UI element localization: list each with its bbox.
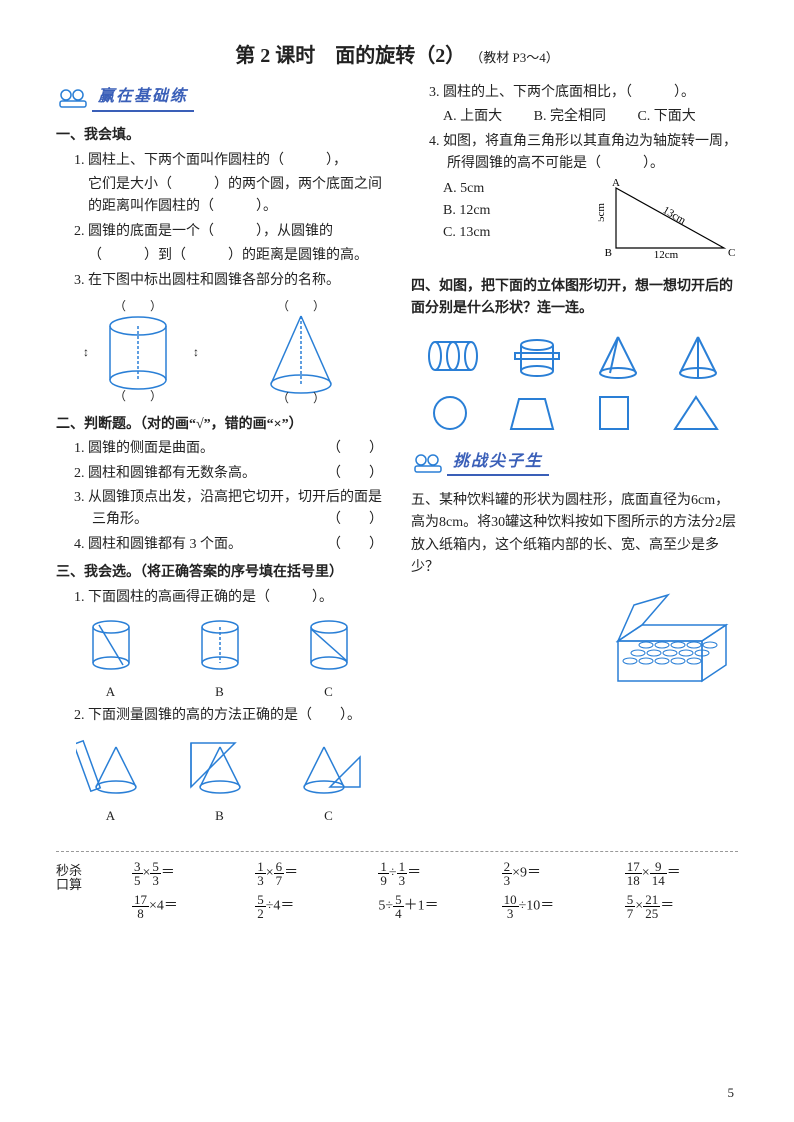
lbl-1: 秒 xyxy=(56,863,69,878)
cylinder-label-diagram: （ ） ↕ ↕ （ ） xyxy=(73,298,203,408)
trapezoid-icon xyxy=(507,391,557,435)
calc-item: 23×9＝ xyxy=(502,860,615,887)
label-a: A xyxy=(76,806,146,827)
calc-grid: 35×53＝ 13×67＝ 19÷13＝ 23×9＝ 1718×914＝ 178… xyxy=(132,860,738,920)
q2-4: 4. 圆柱和圆锥都有 3 个面。 （ ） xyxy=(74,534,383,556)
section-2-heading: 二、判断题。（对的画“√”，错的画“×”） xyxy=(56,414,383,436)
lbl-2: 口 xyxy=(56,877,69,892)
cone-measure-a-icon xyxy=(76,733,146,799)
cone-measure-b-icon xyxy=(185,733,255,799)
calc-item: 178×4＝ xyxy=(132,893,245,920)
rectangle-icon xyxy=(592,391,636,435)
page-number: 5 xyxy=(728,1083,735,1104)
cone-measure-c-icon xyxy=(294,733,364,799)
lbl-3: 杀 xyxy=(69,863,82,878)
cyl-b-icon xyxy=(190,615,250,675)
q2-1-text: 1. 圆锥的侧面是曲面。 xyxy=(74,441,214,456)
quick-calc-section: 秒杀 口算 35×53＝ 13×67＝ 19÷13＝ 23×9＝ 1718×91… xyxy=(56,851,738,920)
svg-text:↕: ↕ xyxy=(83,345,89,359)
q3-3: 3. 圆柱的上、下两个底面相比，（ ）。 xyxy=(429,82,738,104)
section-4-heading: 四、如图，把下面的立体图形切开，想一想切开后的面分别是什么形状？连一连。 xyxy=(411,276,738,321)
svg-text:↕: ↕ xyxy=(193,345,199,359)
solid-cone-cut-icon xyxy=(590,331,646,381)
section-5-heading: 五、某种饮料罐的形状为圆柱形，底面直径为6cm，高为8cm。将30罐这种饮料按如… xyxy=(411,490,738,580)
q3-4: 4. 如图，将直角三角形以其直角边为轴旋转一周，所得圆锥的高不可能是（ ）。 xyxy=(429,131,738,176)
opt-c: C. 下面大 xyxy=(637,109,695,124)
tf-blank: （ ） xyxy=(345,509,383,531)
calc-item: 52÷4＝ xyxy=(255,893,368,920)
section-1-heading: 一、我会填。 xyxy=(56,125,383,147)
q1-2b: （ ）到（ ）的距离是圆锥的高。 xyxy=(88,245,383,267)
tri-A: A xyxy=(612,178,620,189)
svg-text:（ ）: （ ） xyxy=(114,389,162,403)
label-c: C xyxy=(294,806,364,827)
page-title: 第 2 课时 面的旋转（2） （教材 P3～4） xyxy=(56,40,738,72)
calc-item: 103÷10＝ xyxy=(502,893,615,920)
tf-blank: （ ） xyxy=(345,534,383,556)
cone-label-diagram: （ ） （ ） xyxy=(236,298,366,408)
title-ref: （教材 P3～4） xyxy=(470,50,558,65)
tri-C: C xyxy=(728,247,735,258)
star-icon xyxy=(411,450,447,476)
tri-bc: 12cm xyxy=(654,249,679,258)
q1-3-figures: （ ） ↕ ↕ （ ） （ ） （ ） xyxy=(56,298,383,408)
q1-1b: 它们是大小（ ）的两个圆，两个底面之间的距离叫作圆柱的（ ）。 xyxy=(88,174,383,219)
triangle-icon xyxy=(671,391,721,435)
tri-ab: 5cm xyxy=(598,202,607,221)
box-figure xyxy=(411,585,738,703)
label-b: B xyxy=(190,682,250,703)
svg-text:（ ）: （ ） xyxy=(277,299,325,313)
label-c: C xyxy=(299,682,359,703)
cyl-a-icon xyxy=(81,615,141,675)
calc-item: 57×2125＝ xyxy=(625,893,738,920)
q1-1a: 1. 圆柱上、下两个面叫作圆柱的（ ）， xyxy=(74,150,383,172)
calc-item: 5÷54＋1＝ xyxy=(378,893,491,920)
q1-2a: 2. 圆锥的底面是一个（ ），从圆锥的 xyxy=(74,221,383,243)
section-3-heading: 三、我会选。（将正确答案的序号填在括号里） xyxy=(56,562,383,584)
solids-row xyxy=(411,331,738,381)
kids-icon xyxy=(56,85,92,111)
q3-1: 1. 下面圆柱的高画得正确的是（ ）。 xyxy=(74,587,383,609)
label-a: A xyxy=(81,682,141,703)
calc-item: 1718×914＝ xyxy=(625,860,738,887)
quick-calc-label: 秒杀 口算 xyxy=(56,864,82,893)
calc-item: 13×67＝ xyxy=(255,860,368,887)
circle-icon xyxy=(428,391,472,435)
solid-cone-side-icon xyxy=(670,331,726,381)
tf-blank: （ ） xyxy=(345,438,383,460)
q3-2-figs: A B C xyxy=(56,733,383,827)
lbl-4: 算 xyxy=(69,877,82,892)
svg-text:（ ）: （ ） xyxy=(114,299,162,313)
calc-item: 35×53＝ xyxy=(132,860,245,887)
q2-4-text: 4. 圆柱和圆锥都有 3 个面。 xyxy=(74,537,242,552)
right-column: 3. 圆柱的上、下两个底面相比，（ ）。 A. 上面大 B. 完全相同 C. 下… xyxy=(411,80,738,829)
triangle-figure: A B C 5cm 13cm 12cm xyxy=(598,178,738,266)
banner-basic: 赢在基础练 xyxy=(56,84,194,112)
opt-b: B. 完全相同 xyxy=(534,109,606,124)
q2-3: 3. 从圆锥顶点出发，沿高把它切开，切开后的面是三角形。（ ） xyxy=(74,487,383,532)
q2-2: 2. 圆柱和圆锥都有无数条高。 （ ） xyxy=(74,463,383,485)
q3-1-figs: A B C xyxy=(56,615,383,703)
svg-text:（ ）: （ ） xyxy=(277,391,325,405)
banner-challenge-text: 挑战尖子生 xyxy=(447,449,549,477)
q3-2: 2. 下面测量圆锥的高的方法正确的是（ ）。 xyxy=(74,705,383,727)
q2-2-text: 2. 圆柱和圆锥都有无数条高。 xyxy=(74,466,256,481)
title-main: 第 2 课时 面的旋转（2） xyxy=(235,45,465,67)
tf-blank: （ ） xyxy=(345,463,383,485)
q1-3: 3. 在下图中标出圆柱和圆锥各部分的名称。 xyxy=(74,270,383,292)
q3-3-opts: A. 上面大 B. 完全相同 C. 下面大 xyxy=(443,106,738,128)
banner-challenge: 挑战尖子生 xyxy=(411,449,549,477)
flat-shapes-row xyxy=(411,391,738,435)
tri-B: B xyxy=(605,247,612,258)
calc-item: 19÷13＝ xyxy=(378,860,491,887)
solid-cylinder-top-icon xyxy=(507,331,567,381)
banner-basic-text: 赢在基础练 xyxy=(92,84,194,112)
opt-a: A. 上面大 xyxy=(443,109,502,124)
cyl-c-icon xyxy=(299,615,359,675)
label-b: B xyxy=(185,806,255,827)
left-column: 赢在基础练 一、我会填。 1. 圆柱上、下两个面叫作圆柱的（ ）， 它们是大小（… xyxy=(56,80,383,829)
tri-ac: 13cm xyxy=(661,204,689,227)
solid-cylinder-side-icon xyxy=(423,331,483,381)
q2-1: 1. 圆锥的侧面是曲面。 （ ） xyxy=(74,438,383,460)
